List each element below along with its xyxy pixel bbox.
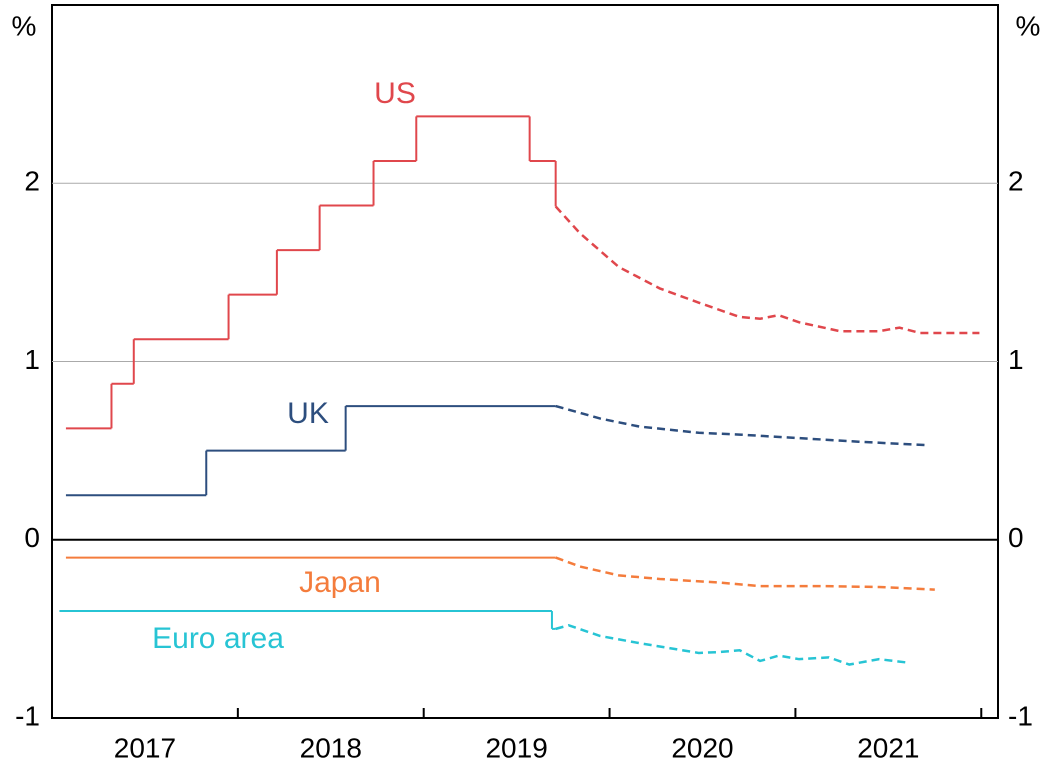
y-unit-right: % (1016, 10, 1041, 41)
y-tick-label-right: 0 (1008, 522, 1024, 553)
y-tick-label: 2 (24, 166, 40, 197)
x-tick-label: 2021 (857, 732, 919, 763)
y-unit-left: % (12, 10, 37, 41)
series-label: UK (287, 397, 329, 430)
forecast-line (555, 556, 935, 591)
y-tick-label: -1 (15, 700, 40, 731)
series-label: Euro area (152, 622, 284, 655)
series-label: US (374, 77, 416, 110)
forecast-line (555, 404, 930, 447)
y-tick-label: 0 (24, 522, 40, 553)
x-tick-label: 2020 (671, 732, 733, 763)
y-tick-label-right: -1 (1008, 700, 1033, 731)
x-tick-label: 2017 (114, 732, 176, 763)
x-tick-label: 2018 (300, 732, 362, 763)
y-tick-label-right: 2 (1008, 166, 1024, 197)
forecast-line (555, 624, 909, 666)
series-label: Japan (299, 566, 381, 599)
y-tick-label-right: 1 (1008, 344, 1024, 375)
y-tick-label: 1 (24, 344, 40, 375)
x-tick-label: 2019 (485, 732, 547, 763)
forecast-line (554, 205, 980, 335)
